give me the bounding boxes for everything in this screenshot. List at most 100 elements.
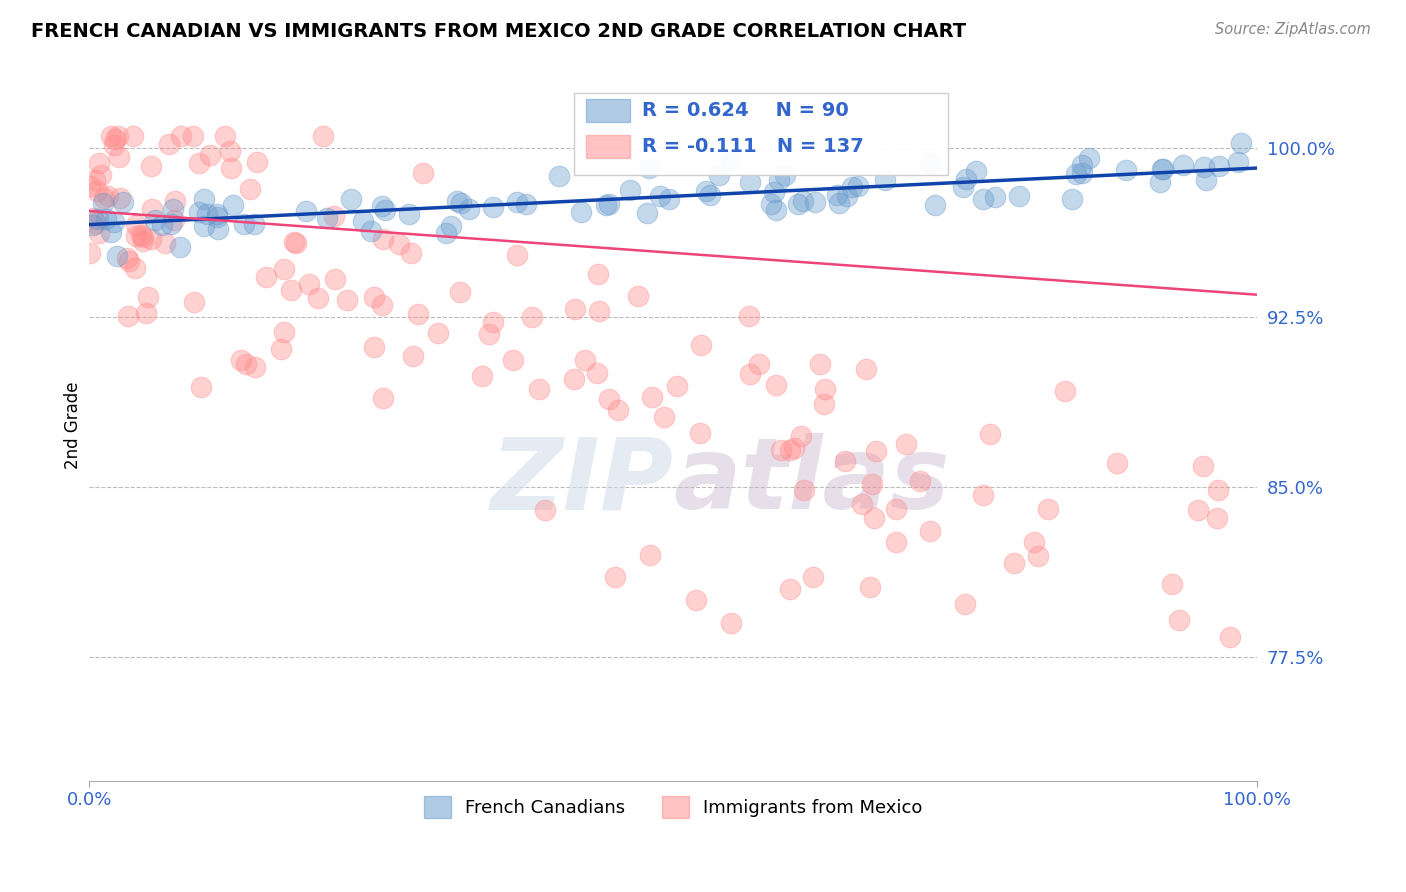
Point	[82, 218, 104, 232]
Point	[1208, 159, 1230, 173]
Point	[363, 289, 385, 303]
Point	[564, 372, 586, 386]
Point	[205, 210, 228, 224]
Point	[163, 194, 186, 209]
Point	[280, 283, 302, 297]
Point	[690, 338, 713, 352]
Point	[720, 615, 742, 630]
Y-axis label: 2nd Grade: 2nd Grade	[65, 381, 82, 468]
Point	[1036, 502, 1059, 516]
Text: Source: ZipAtlas.com: Source: ZipAtlas.com	[1215, 22, 1371, 37]
Point	[1008, 189, 1031, 203]
Point	[131, 234, 153, 248]
Point	[506, 248, 529, 262]
Point	[835, 188, 858, 202]
Point	[1219, 630, 1241, 644]
Point	[603, 570, 626, 584]
Point	[193, 219, 215, 233]
Point	[399, 246, 422, 260]
Point	[505, 194, 527, 209]
Point	[481, 315, 503, 329]
Point	[254, 269, 277, 284]
Point	[190, 379, 212, 393]
Point	[1071, 166, 1094, 180]
Point	[243, 217, 266, 231]
Point	[790, 429, 813, 443]
Point	[222, 198, 245, 212]
Point	[139, 232, 162, 246]
Point	[232, 217, 254, 231]
Point	[638, 161, 661, 175]
Point	[924, 197, 946, 211]
Point	[412, 166, 434, 180]
Point	[860, 477, 883, 491]
Point	[107, 129, 129, 144]
Point	[323, 272, 346, 286]
Point	[803, 194, 825, 209]
Text: atlas: atlas	[673, 434, 949, 530]
Point	[873, 172, 896, 186]
Point	[187, 205, 209, 219]
Point	[648, 189, 671, 203]
Point	[1002, 556, 1025, 570]
Point	[972, 488, 994, 502]
Point	[689, 425, 711, 440]
Text: FRENCH CANADIAN VS IMMIGRANTS FROM MEXICO 2ND GRADE CORRELATION CHART: FRENCH CANADIAN VS IMMIGRANTS FROM MEXIC…	[31, 22, 966, 41]
Point	[520, 310, 543, 325]
Point	[773, 169, 796, 183]
Point	[339, 192, 361, 206]
Point	[1230, 136, 1253, 151]
Point	[1206, 511, 1229, 525]
Point	[598, 197, 620, 211]
Point	[586, 366, 609, 380]
Point	[285, 235, 308, 250]
Point	[709, 168, 731, 182]
Point	[373, 203, 395, 218]
Point	[761, 197, 783, 211]
Point	[150, 218, 173, 232]
Point	[638, 548, 661, 562]
Point	[548, 169, 571, 184]
Point	[1064, 167, 1087, 181]
Point	[685, 593, 707, 607]
Point	[765, 203, 787, 218]
Point	[515, 197, 537, 211]
Point	[104, 132, 127, 146]
Point	[169, 240, 191, 254]
Point	[398, 206, 420, 220]
Point	[952, 179, 974, 194]
Point	[388, 236, 411, 251]
Point	[598, 392, 620, 406]
Point	[270, 343, 292, 357]
Point	[360, 224, 382, 238]
Point	[160, 217, 183, 231]
Point	[322, 209, 344, 223]
Point	[851, 497, 873, 511]
Point	[115, 251, 138, 265]
Point	[118, 254, 141, 268]
Point	[782, 441, 804, 455]
Point	[363, 340, 385, 354]
Point	[569, 204, 592, 219]
Point	[908, 474, 931, 488]
Point	[273, 326, 295, 340]
Text: ZIP: ZIP	[491, 434, 673, 530]
Point	[865, 444, 887, 458]
Point	[636, 206, 658, 220]
Point	[198, 148, 221, 162]
Point	[408, 307, 430, 321]
Point	[117, 309, 139, 323]
Point	[97, 189, 120, 203]
Point	[316, 211, 339, 226]
Point	[218, 144, 240, 158]
Point	[1226, 154, 1249, 169]
Point	[1105, 456, 1128, 470]
Point	[235, 358, 257, 372]
Point	[371, 298, 394, 312]
Point	[440, 219, 463, 234]
Point	[450, 196, 472, 211]
FancyBboxPatch shape	[574, 94, 948, 176]
Point	[586, 267, 609, 281]
Point	[792, 194, 814, 208]
Point	[1149, 175, 1171, 189]
